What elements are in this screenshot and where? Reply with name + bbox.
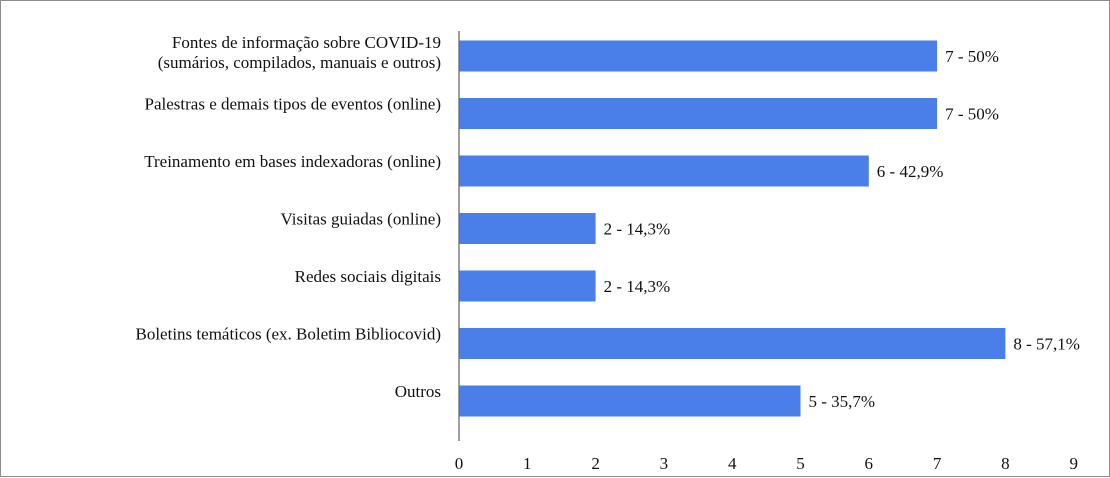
category-label: Fontes de informação sobre COVID-19 [172, 33, 441, 52]
bar [459, 385, 801, 417]
category-label: Redes sociais digitais [295, 267, 441, 286]
data-label: 2 - 14,3% [604, 277, 671, 296]
category-label: Visitas guiadas (online) [281, 210, 441, 229]
category-labels-group: Fontes de informação sobre COVID-19(sumá… [136, 33, 442, 401]
data-labels-group: 7 - 50% 7 - 50% 6 - 42,9% 2 - 14,3% 2 - 14,3… [604, 47, 1080, 411]
x-tick-label: 5 [796, 454, 805, 473]
x-tick-labels-group: 0 1 2 3 4 5 6 7 8 9 [455, 454, 1078, 473]
bar [459, 40, 938, 72]
category-label: Palestras e demais tipos de eventos (onl… [145, 95, 441, 114]
bar [459, 155, 869, 187]
bar [459, 98, 938, 129]
bar [459, 213, 596, 244]
x-tick-label: 9 [1069, 454, 1078, 473]
bars-group [459, 40, 1006, 417]
x-tick-label: 3 [660, 454, 669, 473]
category-label: Treinamento em bases indexadoras (online… [144, 152, 441, 171]
x-tick-label: 2 [591, 454, 600, 473]
data-label: 6 - 42,9% [877, 162, 944, 181]
category-label: (sumários, compilados, manuais e outros) [158, 53, 441, 72]
data-label: 8 - 57,1% [1013, 335, 1080, 354]
data-label: 7 - 50% [945, 47, 999, 66]
data-label: 7 - 50% [945, 105, 999, 124]
category-label: Boletins temáticos (ex. Boletim Biblioco… [136, 325, 442, 344]
data-label: 2 - 14,3% [604, 220, 671, 239]
x-tick-label: 4 [728, 454, 737, 473]
data-label: 5 - 35,7% [809, 392, 876, 411]
x-tick-label: 6 [865, 454, 874, 473]
x-tick-label: 7 [933, 454, 942, 473]
bar [459, 270, 596, 302]
x-tick-label: 8 [1001, 454, 1010, 473]
x-tick-label: 0 [455, 454, 464, 473]
x-tick-label: 1 [523, 454, 532, 473]
category-label: Outros [395, 382, 441, 401]
bar [459, 328, 1006, 359]
